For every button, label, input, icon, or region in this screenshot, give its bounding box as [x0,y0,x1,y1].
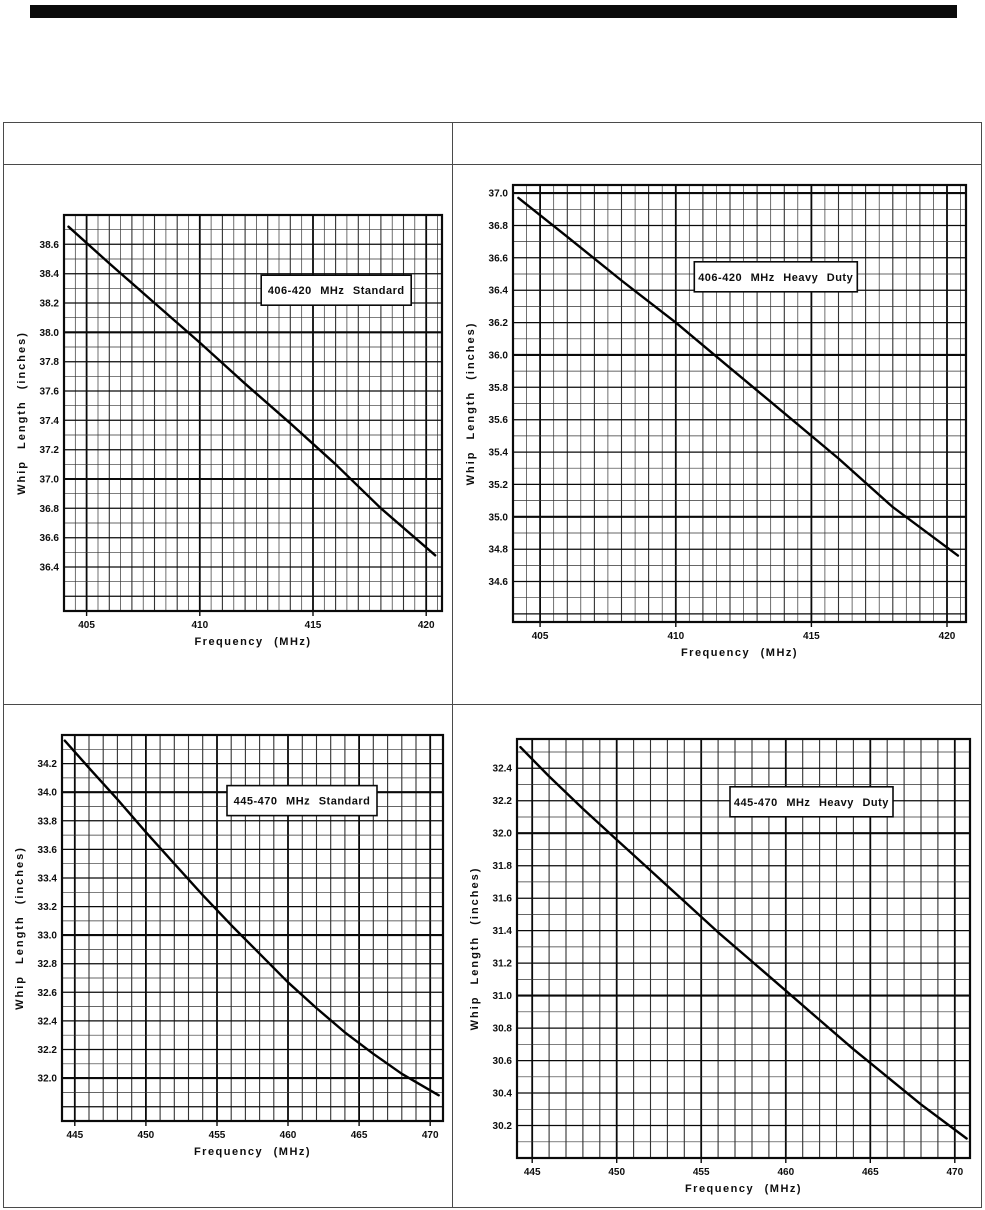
svg-text:34.0: 34.0 [38,788,58,799]
svg-text:32.0: 32.0 [38,1074,58,1085]
svg-text:38.0: 38.0 [40,328,60,339]
svg-text:36.8: 36.8 [489,221,509,232]
svg-text:37.2: 37.2 [40,445,60,456]
svg-text:37.8: 37.8 [40,357,60,368]
svg-text:32.4: 32.4 [493,764,513,775]
svg-text:33.0: 33.0 [38,931,58,942]
svg-text:36.4: 36.4 [489,286,509,297]
svg-text:38.6: 38.6 [40,240,60,251]
svg-text:35.0: 35.0 [489,512,509,523]
svg-text:33.2: 33.2 [38,902,58,913]
svg-text:406-420 MHz Heavy Duty: 406-420 MHz Heavy Duty [698,272,853,284]
svg-text:32.0: 32.0 [493,829,513,840]
svg-text:410: 410 [667,631,684,642]
svg-text:34.2: 34.2 [38,759,58,770]
svg-text:37.0: 37.0 [489,189,509,200]
svg-text:35.4: 35.4 [489,448,509,459]
svg-text:32.4: 32.4 [38,1016,58,1027]
svg-text:36.4: 36.4 [40,563,60,574]
svg-text:32.2: 32.2 [38,1045,58,1056]
svg-text:33.4: 33.4 [38,874,58,885]
svg-text:Frequency (MHz): Frequency (MHz) [685,1183,802,1195]
svg-text:Frequency (MHz): Frequency (MHz) [681,647,798,659]
svg-text:445: 445 [524,1167,541,1178]
svg-text:445: 445 [66,1130,83,1141]
svg-text:Frequency (MHz): Frequency (MHz) [194,1146,311,1158]
svg-text:465: 465 [351,1130,368,1141]
svg-text:420: 420 [418,620,435,631]
svg-text:455: 455 [209,1130,226,1141]
charts-table: 36.4 36.6 36.8 37.0 37.2 37.4 37.6 37.8 38.0 38.2… [3,122,982,1208]
chart-cell-406-420-heavy-duty: 34.6 34.8 35.0 35.2 35.4 35.6 35.8 36.0 36.2 36.4… [453,165,981,705]
svg-text:Whip Length (inches): Whip Length (inches) [469,867,481,1031]
svg-text:38.4: 38.4 [40,269,60,280]
svg-text:30.4: 30.4 [493,1089,513,1100]
svg-text:35.2: 35.2 [489,480,509,491]
svg-text:36.6: 36.6 [40,533,60,544]
table-header-cell-left [4,123,453,165]
svg-text:37.4: 37.4 [40,416,60,427]
chart-406-420-mhz-standard: 36.4 36.6 36.8 37.0 37.2 37.4 37.6 37.8 38.0 38.2… [16,213,444,648]
svg-text:35.8: 35.8 [489,383,509,394]
svg-text:36.6: 36.6 [489,253,509,264]
svg-text:33.8: 33.8 [38,816,58,827]
svg-text:450: 450 [608,1167,625,1178]
svg-text:460: 460 [280,1130,297,1141]
svg-text:32.2: 32.2 [493,796,513,807]
svg-text:Whip Length (inches): Whip Length (inches) [465,322,477,486]
svg-text:31.0: 31.0 [493,991,513,1002]
svg-text:406-420 MHz Standard: 406-420 MHz Standard [268,285,405,297]
svg-text:36.8: 36.8 [40,504,60,515]
svg-text:31.2: 31.2 [493,959,513,970]
svg-text:420: 420 [939,631,956,642]
svg-text:465: 465 [862,1167,879,1178]
top-black-bar [30,5,957,18]
svg-text:31.8: 31.8 [493,861,513,872]
svg-text:Whip Length (inches): Whip Length (inches) [16,331,28,495]
svg-text:470: 470 [422,1130,439,1141]
svg-text:455: 455 [693,1167,710,1178]
svg-text:32.8: 32.8 [38,959,58,970]
chart-cell-445-470-standard: 32.0 32.2 32.4 32.6 32.8 33.0 33.2 33.4 33.6 33.8… [4,705,453,1207]
svg-text:410: 410 [191,620,208,631]
svg-text:405: 405 [532,631,549,642]
svg-text:32.6: 32.6 [38,988,58,999]
chart-445-470-mhz-standard: 32.0 32.2 32.4 32.6 32.8 33.0 33.2 33.4 33.6 33.8… [14,733,445,1158]
svg-text:38.2: 38.2 [40,299,60,310]
svg-text:36.2: 36.2 [489,318,509,329]
svg-text:36.0: 36.0 [489,350,509,361]
chart-cell-406-420-standard: 36.4 36.6 36.8 37.0 37.2 37.4 37.6 37.8 38.0 38.2… [4,165,453,705]
svg-text:37.0: 37.0 [40,475,60,486]
svg-text:37.6: 37.6 [40,387,60,398]
svg-text:30.8: 30.8 [493,1024,513,1035]
table-header-cell-right [453,123,981,165]
svg-text:405: 405 [78,620,95,631]
svg-text:31.4: 31.4 [493,926,513,937]
svg-text:34.8: 34.8 [489,545,509,556]
svg-text:445-470 MHz Standard: 445-470 MHz Standard [234,796,371,808]
svg-text:Whip Length (inches): Whip Length (inches) [14,846,26,1010]
svg-text:31.6: 31.6 [493,894,513,905]
svg-text:445-470 MHz Heavy Duty: 445-470 MHz Heavy Duty [734,797,889,809]
svg-text:470: 470 [946,1167,963,1178]
chart-cell-445-470-heavy-duty: 30.2 30.4 30.6 30.8 31.0 31.2 31.4 31.6 31.8 32.0… [453,705,981,1207]
chart-406-420-mhz-heavy-duty: 34.6 34.8 35.0 35.2 35.4 35.6 35.8 36.0 36.2 36.4… [465,183,968,659]
svg-text:460: 460 [777,1167,794,1178]
svg-text:35.6: 35.6 [489,415,509,426]
svg-text:33.6: 33.6 [38,845,58,856]
chart-445-470-mhz-heavy-duty: 30.2 30.4 30.6 30.8 31.0 31.2 31.4 31.6 31.8 32.0… [469,737,972,1195]
svg-text:30.2: 30.2 [493,1121,513,1132]
svg-text:30.6: 30.6 [493,1056,513,1067]
svg-text:Frequency (MHz): Frequency (MHz) [194,636,311,648]
svg-text:415: 415 [803,631,820,642]
svg-text:450: 450 [138,1130,155,1141]
svg-text:415: 415 [305,620,322,631]
svg-text:34.6: 34.6 [489,577,509,588]
